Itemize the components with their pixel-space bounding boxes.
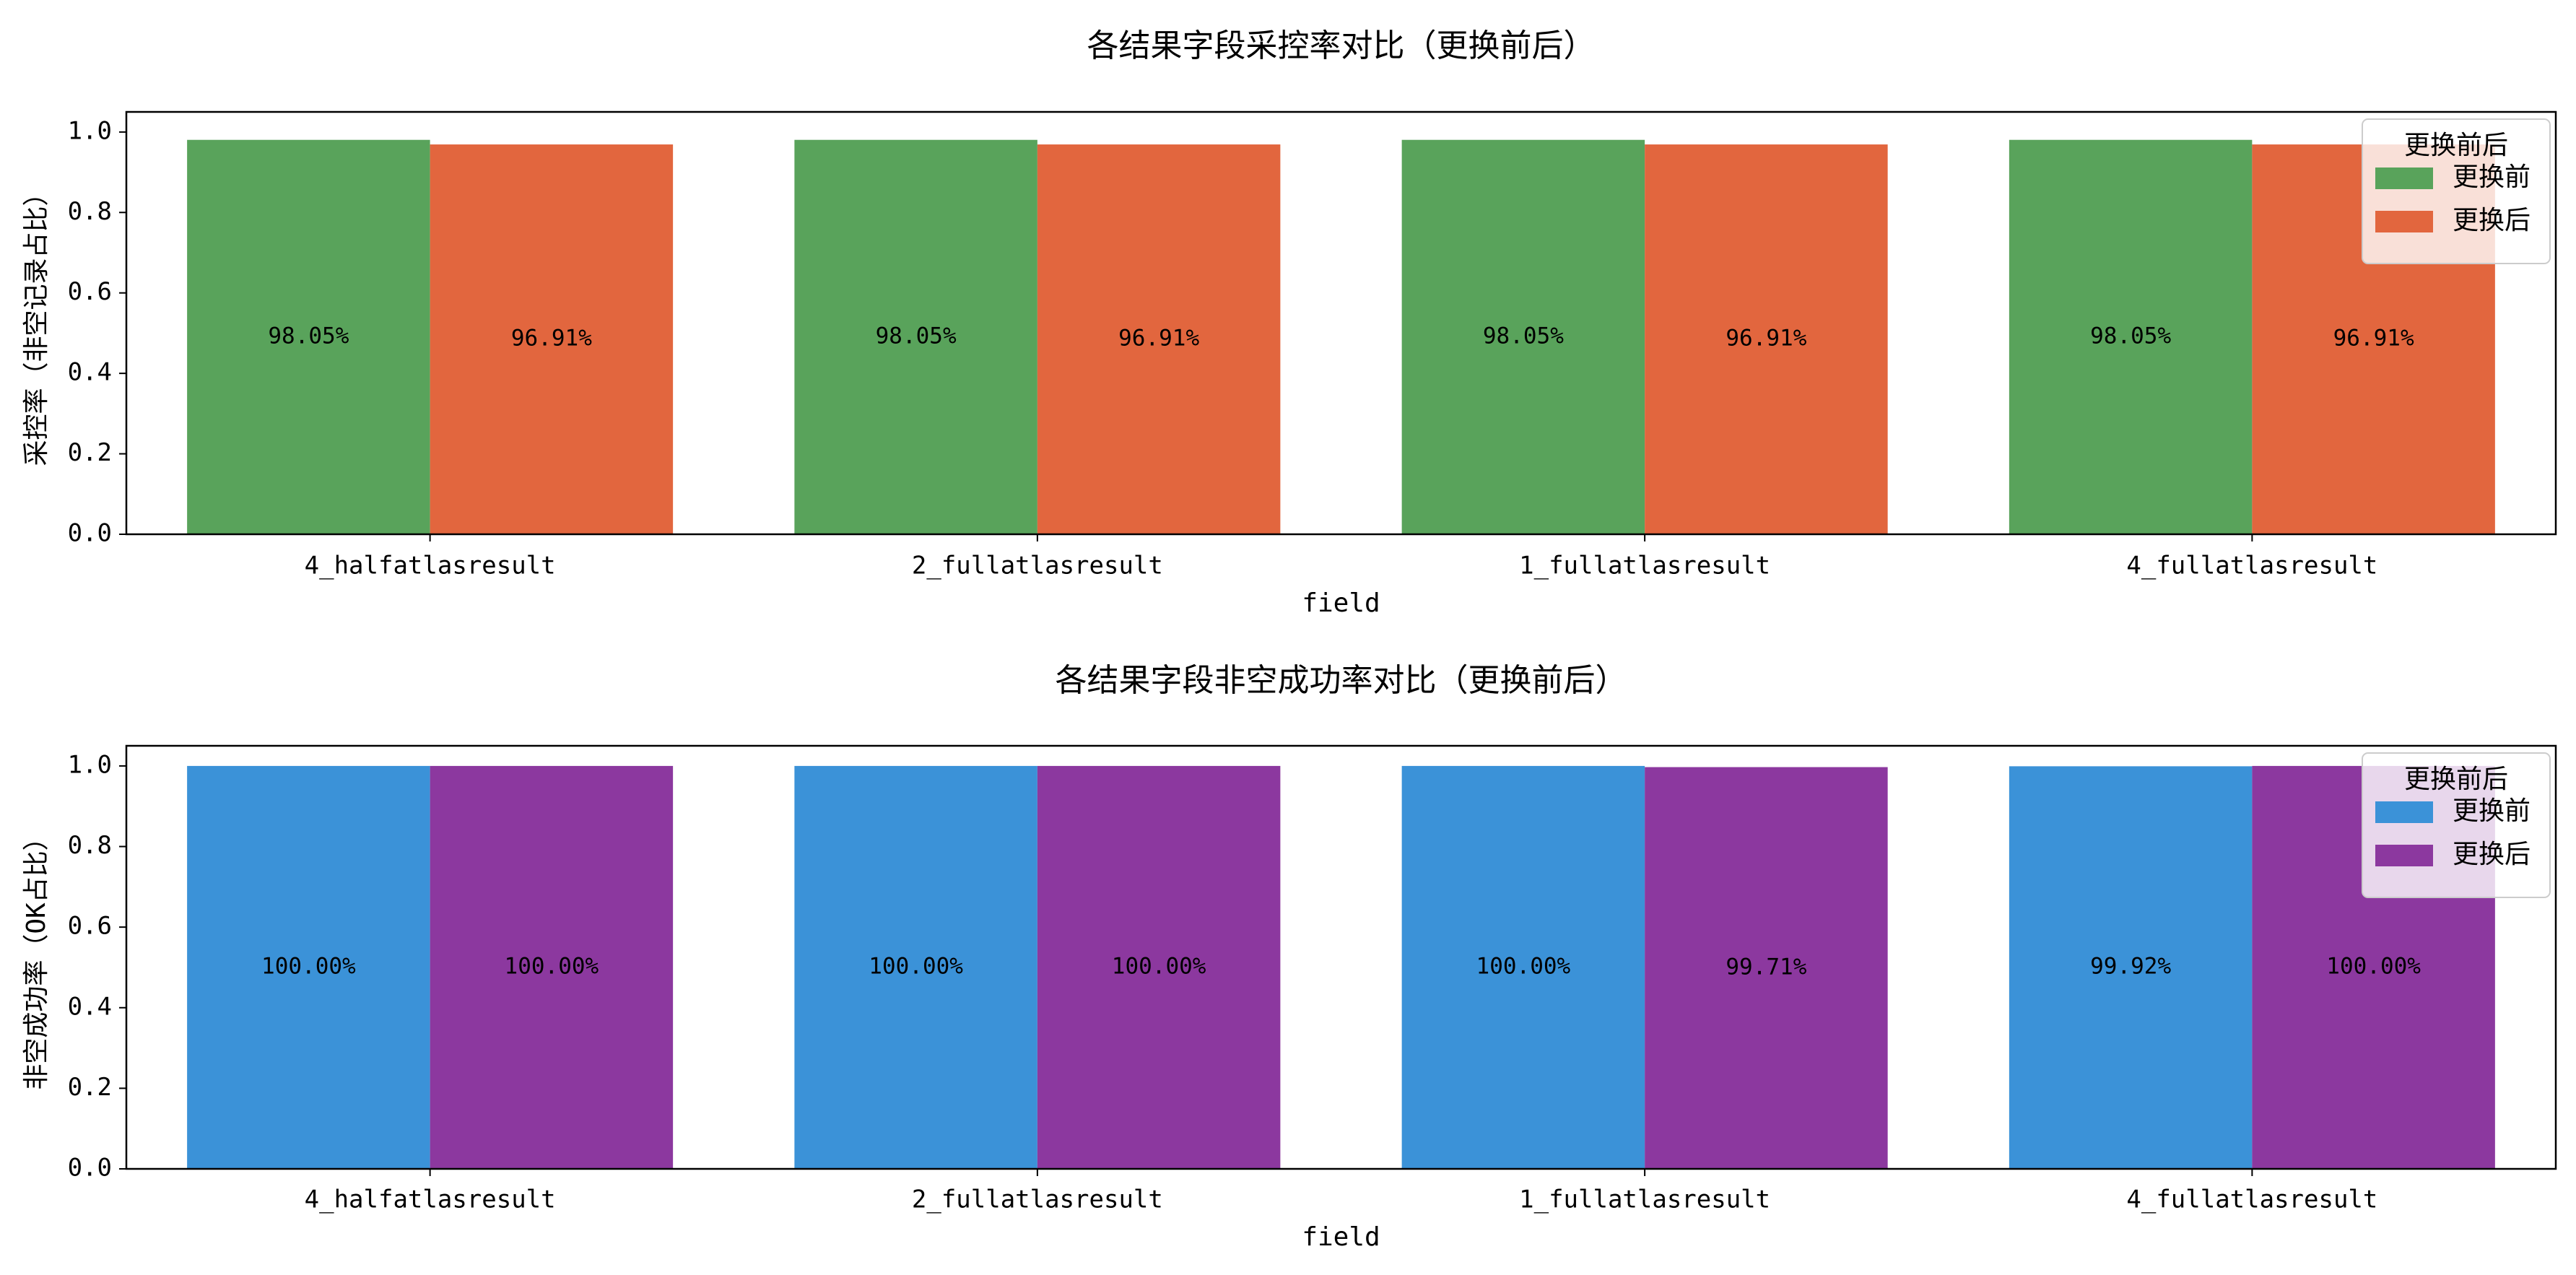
x-tick-label: 2_fullatlasresult [912, 552, 1163, 580]
x-tick-label: 4_halfatlasresult [305, 1185, 556, 1214]
y-tick-label: 0.0 [68, 519, 112, 548]
data-label: 100.00% [869, 953, 963, 979]
data-label: 100.00% [2326, 953, 2421, 979]
data-label: 98.05% [268, 323, 349, 349]
y-tick-label: 0.2 [68, 1073, 112, 1102]
x-tick-label: 2_fullatlasresult [912, 1185, 1163, 1214]
y-tick-label: 0.0 [68, 1154, 112, 1183]
x-tick-label: 4_fullatlasresult [2126, 1185, 2377, 1214]
y-tick-label: 0.4 [68, 358, 112, 387]
data-label: 100.00% [505, 953, 599, 979]
legend-swatch [2375, 845, 2433, 866]
chart-title: 各结果字段非空成功率对比（更换前后） [1056, 662, 1627, 699]
bar-1-1 [187, 139, 430, 534]
y-axis-label: 非空成功率（OK占比） [22, 824, 51, 1089]
data-label: 99.92% [2090, 954, 2171, 980]
series-1: 98.05% 98.05% 98.05% 98.05% [187, 139, 2253, 534]
x-axis-label: field [1302, 1222, 1380, 1252]
legend-entry: 更换前 [2453, 162, 2531, 192]
bar-2-2 [1037, 765, 1281, 1169]
legend-swatch [2375, 801, 2433, 823]
data-label: 98.05% [1483, 323, 1564, 349]
legend-title: 更换前后 [2404, 765, 2508, 794]
bar-1-2 [794, 139, 1037, 534]
bar-1-3 [1401, 139, 1645, 534]
chart-title: 各结果字段采控率对比（更换前后） [1087, 27, 1596, 64]
plot-frame [125, 110, 2557, 536]
legend-swatch [2375, 167, 2433, 189]
x-axis-label: field [1302, 588, 1380, 618]
data-label: 96.91% [2333, 326, 2414, 352]
bar-2-1 [430, 765, 674, 1169]
legend-entry: 更换前 [2453, 796, 2531, 826]
plot-frame [125, 744, 2557, 1170]
y-axis-label: 采控率（非空记录占比） [22, 180, 51, 466]
chart-panel-1: 各结果字段采控率对比（更换前后）98.05% 98.05% 98.05% 98.05%… [22, 27, 2557, 618]
y-tick-label: 0.8 [68, 831, 112, 860]
legend-entry: 更换后 [2453, 840, 2531, 869]
y-tick-label: 0.8 [68, 197, 112, 226]
x-tick-label: 4_fullatlasresult [2126, 552, 2377, 580]
series-2: 96.91% 96.91% 96.91% 96.91% [430, 144, 2495, 534]
data-label: 98.05% [876, 323, 957, 349]
y-tick-label: 0.4 [68, 992, 112, 1021]
y-tick-label: 1.0 [68, 750, 112, 779]
chart-panel-2: 各结果字段非空成功率对比（更换前后） 100.00% 100.00% 100.00% 9… [22, 662, 2557, 1252]
legend-entry: 更换后 [2453, 206, 2531, 235]
bar-2-3 [1645, 767, 1888, 1169]
bar-1-4 [2009, 766, 2253, 1169]
data-label: 99.71% [1726, 954, 1806, 980]
bar-1-1 [187, 765, 430, 1169]
data-label: 100.00% [1476, 953, 1571, 979]
x-tick-label: 1_fullatlasresult [1519, 1185, 1770, 1214]
data-label: 100.00% [1112, 953, 1206, 979]
data-label: 100.00% [261, 953, 356, 979]
y-tick-label: 0.6 [68, 277, 112, 306]
x-tick-label: 1_fullatlasresult [1519, 552, 1770, 580]
data-label: 96.91% [1726, 326, 1806, 352]
bar-2-2 [1037, 144, 1281, 534]
legend-swatch [2375, 211, 2433, 232]
data-label: 96.91% [511, 326, 592, 352]
legend-title: 更换前后 [2404, 131, 2508, 160]
series-1: 100.00% 100.00% 100.00% 99.92% [187, 765, 2253, 1169]
x-tick-label: 4_halfatlasresult [305, 552, 556, 580]
y-tick-label: 1.0 [68, 116, 112, 145]
bar-1-4 [2009, 139, 2253, 534]
y-tick-label: 0.2 [68, 438, 112, 467]
y-tick-label: 0.6 [68, 912, 112, 941]
data-label: 96.91% [1118, 326, 1199, 352]
bar-1-3 [1401, 765, 1645, 1169]
data-label: 98.05% [2090, 323, 2171, 349]
bar-2-1 [430, 144, 674, 534]
bar-2-3 [1645, 144, 1888, 534]
bar-1-2 [794, 765, 1037, 1169]
